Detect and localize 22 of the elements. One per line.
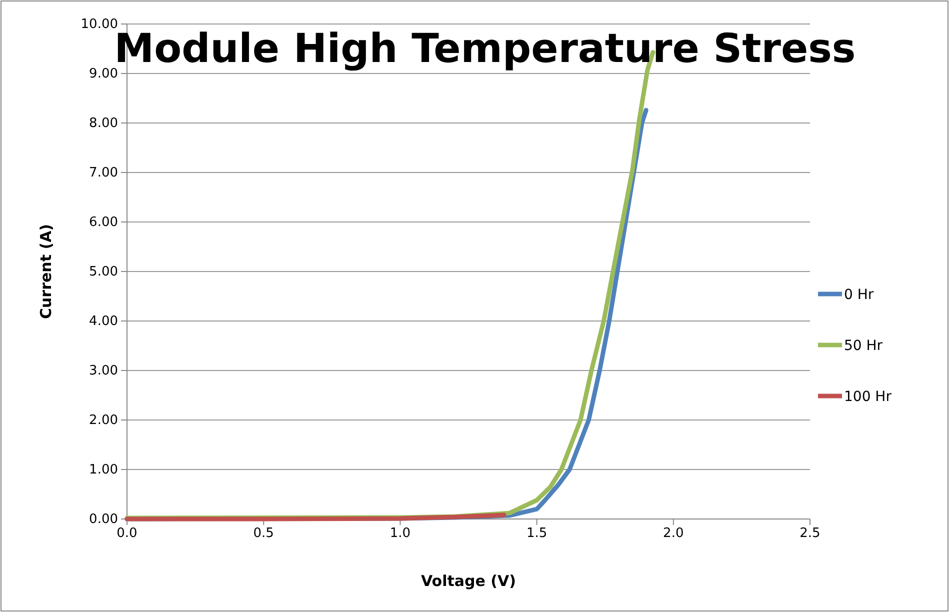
- y-tick-label: 2.00: [89, 413, 118, 428]
- y-tick-label: 3.00: [89, 364, 118, 379]
- x-tick-label: 1.5: [526, 526, 548, 542]
- legend-label: 100 Hr: [844, 389, 892, 405]
- y-tick-label: 10.00: [80, 17, 118, 32]
- y-tick-label: 9.00: [89, 66, 118, 82]
- y-tick-label: 8.00: [89, 116, 118, 132]
- x-tick-label: 2.0: [663, 526, 684, 542]
- x-axis-title: Voltage (V): [421, 572, 516, 590]
- y-tick-label: 1.00: [89, 462, 118, 478]
- y-tick-label: 5.00: [89, 264, 118, 280]
- y-axis-title: Current (A): [37, 224, 55, 320]
- x-tick-label: 0.0: [116, 526, 138, 542]
- x-tick-label: 1.0: [390, 526, 411, 542]
- x-tick-label: 0.5: [253, 526, 274, 542]
- y-tick-label: 4.00: [89, 314, 118, 330]
- x-tick-label: 2.5: [800, 526, 820, 542]
- y-tick-label: 0.00: [89, 512, 118, 528]
- legend-label: 50 Hr: [844, 338, 883, 354]
- y-tick-label: 6.00: [89, 215, 118, 230]
- y-tick-label: 7.00: [89, 166, 118, 181]
- legend-label: 0 Hr: [844, 287, 874, 303]
